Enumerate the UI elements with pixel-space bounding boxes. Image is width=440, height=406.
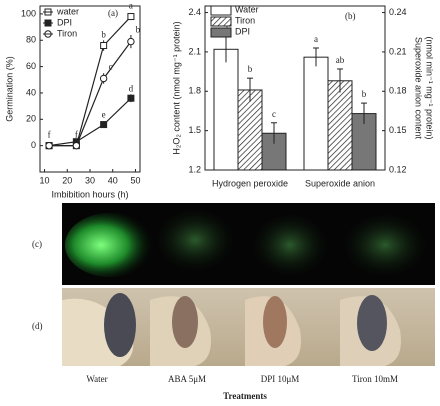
tick-label: 0.18 [389,86,407,96]
bar [237,89,263,171]
significance-label: b [362,89,367,99]
panel-label: (a) [108,8,118,18]
data-point [45,141,53,150]
series-line [49,97,132,147]
tick-label: 0.21 [389,46,407,56]
tick-label: 1.2 [188,164,201,174]
significance-label: f [75,130,78,140]
tick-label: 0.15 [389,125,407,135]
panel-label: (b) [345,11,356,21]
data-point [99,74,108,83]
treatment-label: ABA 5μM [168,374,206,384]
tick-label: 60 [26,61,36,71]
tick-label: 2.1 [188,46,201,56]
significance-label: f [48,130,51,140]
tick-label: 40 [108,175,118,185]
significance-label: b [136,25,141,35]
data-point [72,141,81,150]
significance-label: b [101,30,106,40]
series-line [49,41,132,147]
legend-swatch [210,16,232,27]
tick-label: 0.24 [389,7,407,17]
tick-label: 20 [26,114,36,124]
legend-label: DPI [235,26,250,36]
treatment-label: Water [86,374,107,384]
x-axis-title: Treatments [223,391,267,401]
significance-label: ab [336,55,345,65]
legend-label: Tiron [57,28,77,38]
tick-label: 1.5 [188,125,201,135]
legend-label: DPI [57,17,72,27]
tick-label: 40 [26,87,36,97]
data-point [100,121,108,129]
legend-swatch [210,27,232,38]
bar [327,80,353,171]
y-axis-title: Germination (%) [4,56,14,122]
significance-label: e [102,110,106,120]
x-tick-label: Superoxide anion [305,178,375,188]
significance-label: a [129,1,133,11]
bar [303,56,329,171]
tick-label: 0.12 [389,164,407,174]
data-point [100,42,108,50]
treatment-label: Tiron 10mM [352,374,398,384]
significance-label: b [248,64,253,74]
tick-label: 50 [130,175,140,185]
tick-label: 0 [31,140,36,150]
plot-frame [204,5,386,171]
tick-label: 30 [85,175,95,185]
significance-label: d [129,83,134,93]
y2-axis-title: Superoxide anion content [414,37,424,140]
tick-label: 80 [26,35,36,45]
significance-label: c [272,109,276,119]
panel-c-image [62,203,435,285]
plot-frame [39,5,141,173]
legend-swatch [210,5,232,16]
tick-label: 2.4 [188,7,201,17]
y-axis-title: H₂O₂ content (nmol mg⁻¹ protein) [171,21,181,154]
data-point [127,37,135,46]
legend-label: Tiron [235,15,255,25]
tick-label: 1.8 [188,86,201,96]
treatment-label: DPI 10μM [261,374,300,384]
bar [213,48,239,171]
significance-label: c [109,62,113,72]
y2-axis-title: (nmol min⁻¹ mg⁻¹ protein) [425,36,435,139]
tick-label: 10 [40,175,50,185]
legend-label: water [56,6,79,16]
panel-d-image [62,288,435,366]
panel-label: (c) [32,239,42,249]
x-axis-title: Imbibition hours (h) [51,189,128,199]
significance-label: a [224,22,228,32]
tick-label: 20 [62,175,72,185]
panel-label: (d) [32,321,43,331]
data-point [127,94,135,102]
x-tick-label: Hydrogen peroxide [212,178,288,188]
tick-label: 100 [21,8,36,18]
data-point [127,13,135,21]
significance-label: a [314,34,318,44]
legend-label: Water [235,4,259,14]
